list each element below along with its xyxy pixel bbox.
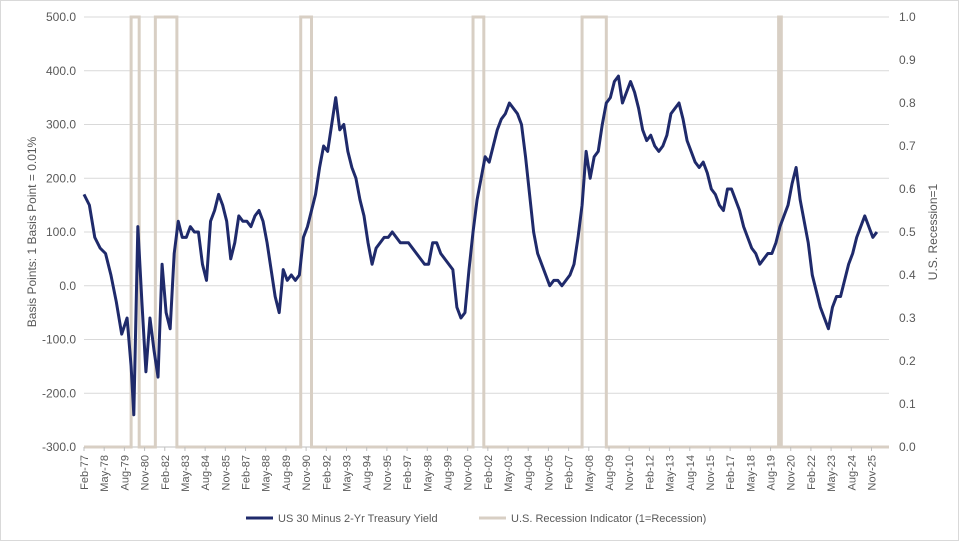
x-tick-label: May-93 bbox=[342, 455, 354, 492]
x-tick-label: Feb-92 bbox=[321, 455, 333, 490]
x-tick-label: Aug-09 bbox=[604, 455, 616, 490]
left-tick-label: 0.0 bbox=[59, 279, 76, 293]
right-tick-label: 0.8 bbox=[899, 96, 916, 110]
x-tick-label: May-78 bbox=[99, 455, 111, 492]
x-tick-label: Aug-19 bbox=[766, 455, 778, 490]
x-tick-label: Feb-02 bbox=[483, 455, 495, 490]
x-tick-label: Feb-07 bbox=[564, 455, 576, 490]
x-tick-label: Feb-87 bbox=[241, 455, 253, 490]
right-tick-label: 0.7 bbox=[899, 139, 916, 153]
x-tick-label: Aug-99 bbox=[442, 455, 454, 490]
left-tick-label: 400.0 bbox=[46, 64, 76, 78]
x-tick-label: Feb-12 bbox=[644, 455, 656, 490]
x-tick-label: Aug-89 bbox=[281, 455, 293, 490]
x-tick-label: Nov-80 bbox=[140, 455, 152, 490]
x-tick-label: Feb-97 bbox=[402, 455, 414, 490]
x-axis-ticks: Feb-77 May-78 Aug-79 Nov-80 Feb-82 May-83 Aug-… bbox=[79, 447, 879, 492]
x-tick-label: Feb-17 bbox=[725, 455, 737, 490]
x-tick-label: May-83 bbox=[180, 455, 192, 492]
x-tick-label: May-03 bbox=[503, 455, 515, 492]
right-tick-label: 0.0 bbox=[899, 440, 916, 454]
right-tick-label: 0.3 bbox=[899, 311, 916, 325]
right-axis-label: U.S. Recession=1 bbox=[926, 183, 940, 280]
x-tick-label: Nov-00 bbox=[463, 455, 475, 490]
right-tick-label: 0.9 bbox=[899, 53, 916, 67]
left-tick-label: -300.0 bbox=[42, 440, 76, 454]
x-tick-label: Nov-20 bbox=[786, 455, 798, 490]
legend: US 30 Minus 2-Yr Treasury Yield U.S. Rec… bbox=[246, 513, 706, 525]
x-tick-label: May-23 bbox=[826, 455, 838, 492]
right-tick-label: 0.4 bbox=[899, 268, 916, 282]
x-tick-label: Nov-05 bbox=[543, 455, 555, 490]
x-tick-label: Nov-15 bbox=[705, 455, 717, 490]
left-tick-label: -100.0 bbox=[42, 333, 76, 347]
x-tick-label: Nov-95 bbox=[382, 455, 394, 490]
left-axis-ticks: -300.0 -200.0 -100.0 0.0 100.0 200.0 300.0 400.… bbox=[42, 10, 76, 454]
x-tick-label: Aug-24 bbox=[846, 455, 858, 490]
left-tick-label: -200.0 bbox=[42, 386, 76, 400]
right-tick-label: 0.2 bbox=[899, 354, 916, 368]
x-tick-label: Feb-22 bbox=[806, 455, 818, 490]
x-tick-label: May-08 bbox=[584, 455, 596, 492]
right-tick-label: 1.0 bbox=[899, 10, 916, 24]
left-axis-label: Basis Points: 1 Basis Point = 0.01% bbox=[25, 136, 39, 327]
x-tick-label: May-88 bbox=[261, 455, 273, 492]
x-tick-label: May-13 bbox=[665, 455, 677, 492]
left-tick-label: 100.0 bbox=[46, 225, 76, 239]
x-tick-label: Aug-14 bbox=[685, 455, 697, 490]
yield-series bbox=[82, 74, 879, 417]
x-tick-label: Aug-04 bbox=[523, 455, 535, 490]
x-tick-label: Feb-82 bbox=[160, 455, 172, 490]
x-tick-label: Nov-10 bbox=[624, 455, 636, 490]
right-axis-ticks: 0.0 0.1 0.2 0.3 0.4 0.5 0.6 0.7 0.8 0.9 1.0 bbox=[899, 10, 916, 454]
right-tick-label: 0.5 bbox=[899, 225, 916, 239]
legend-label-yield: US 30 Minus 2-Yr Treasury Yield bbox=[278, 513, 438, 525]
x-tick-label: May-98 bbox=[422, 455, 434, 492]
legend-label-recession: U.S. Recession Indicator (1=Recession) bbox=[511, 513, 706, 525]
x-tick-label: Nov-25 bbox=[867, 455, 879, 490]
x-tick-label: Nov-90 bbox=[301, 455, 313, 490]
right-tick-label: 0.1 bbox=[899, 397, 916, 411]
left-tick-label: 300.0 bbox=[46, 118, 76, 132]
x-tick-label: Aug-94 bbox=[362, 455, 374, 490]
left-tick-label: 500.0 bbox=[46, 10, 76, 24]
x-tick-label: Aug-79 bbox=[119, 455, 131, 490]
x-tick-label: Nov-85 bbox=[220, 455, 232, 490]
x-tick-label: Aug-84 bbox=[200, 455, 212, 490]
x-tick-label: May-18 bbox=[745, 455, 757, 492]
yield-spread-line bbox=[82, 74, 879, 417]
x-tick-label: Feb-77 bbox=[79, 455, 91, 490]
gridlines bbox=[84, 16, 889, 448]
right-tick-label: 0.6 bbox=[899, 182, 916, 196]
left-tick-label: 200.0 bbox=[46, 171, 76, 185]
